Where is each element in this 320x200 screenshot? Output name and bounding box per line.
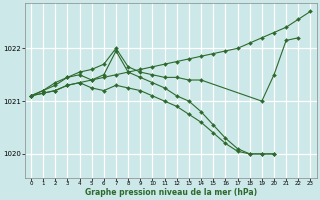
X-axis label: Graphe pression niveau de la mer (hPa): Graphe pression niveau de la mer (hPa) bbox=[84, 188, 257, 197]
